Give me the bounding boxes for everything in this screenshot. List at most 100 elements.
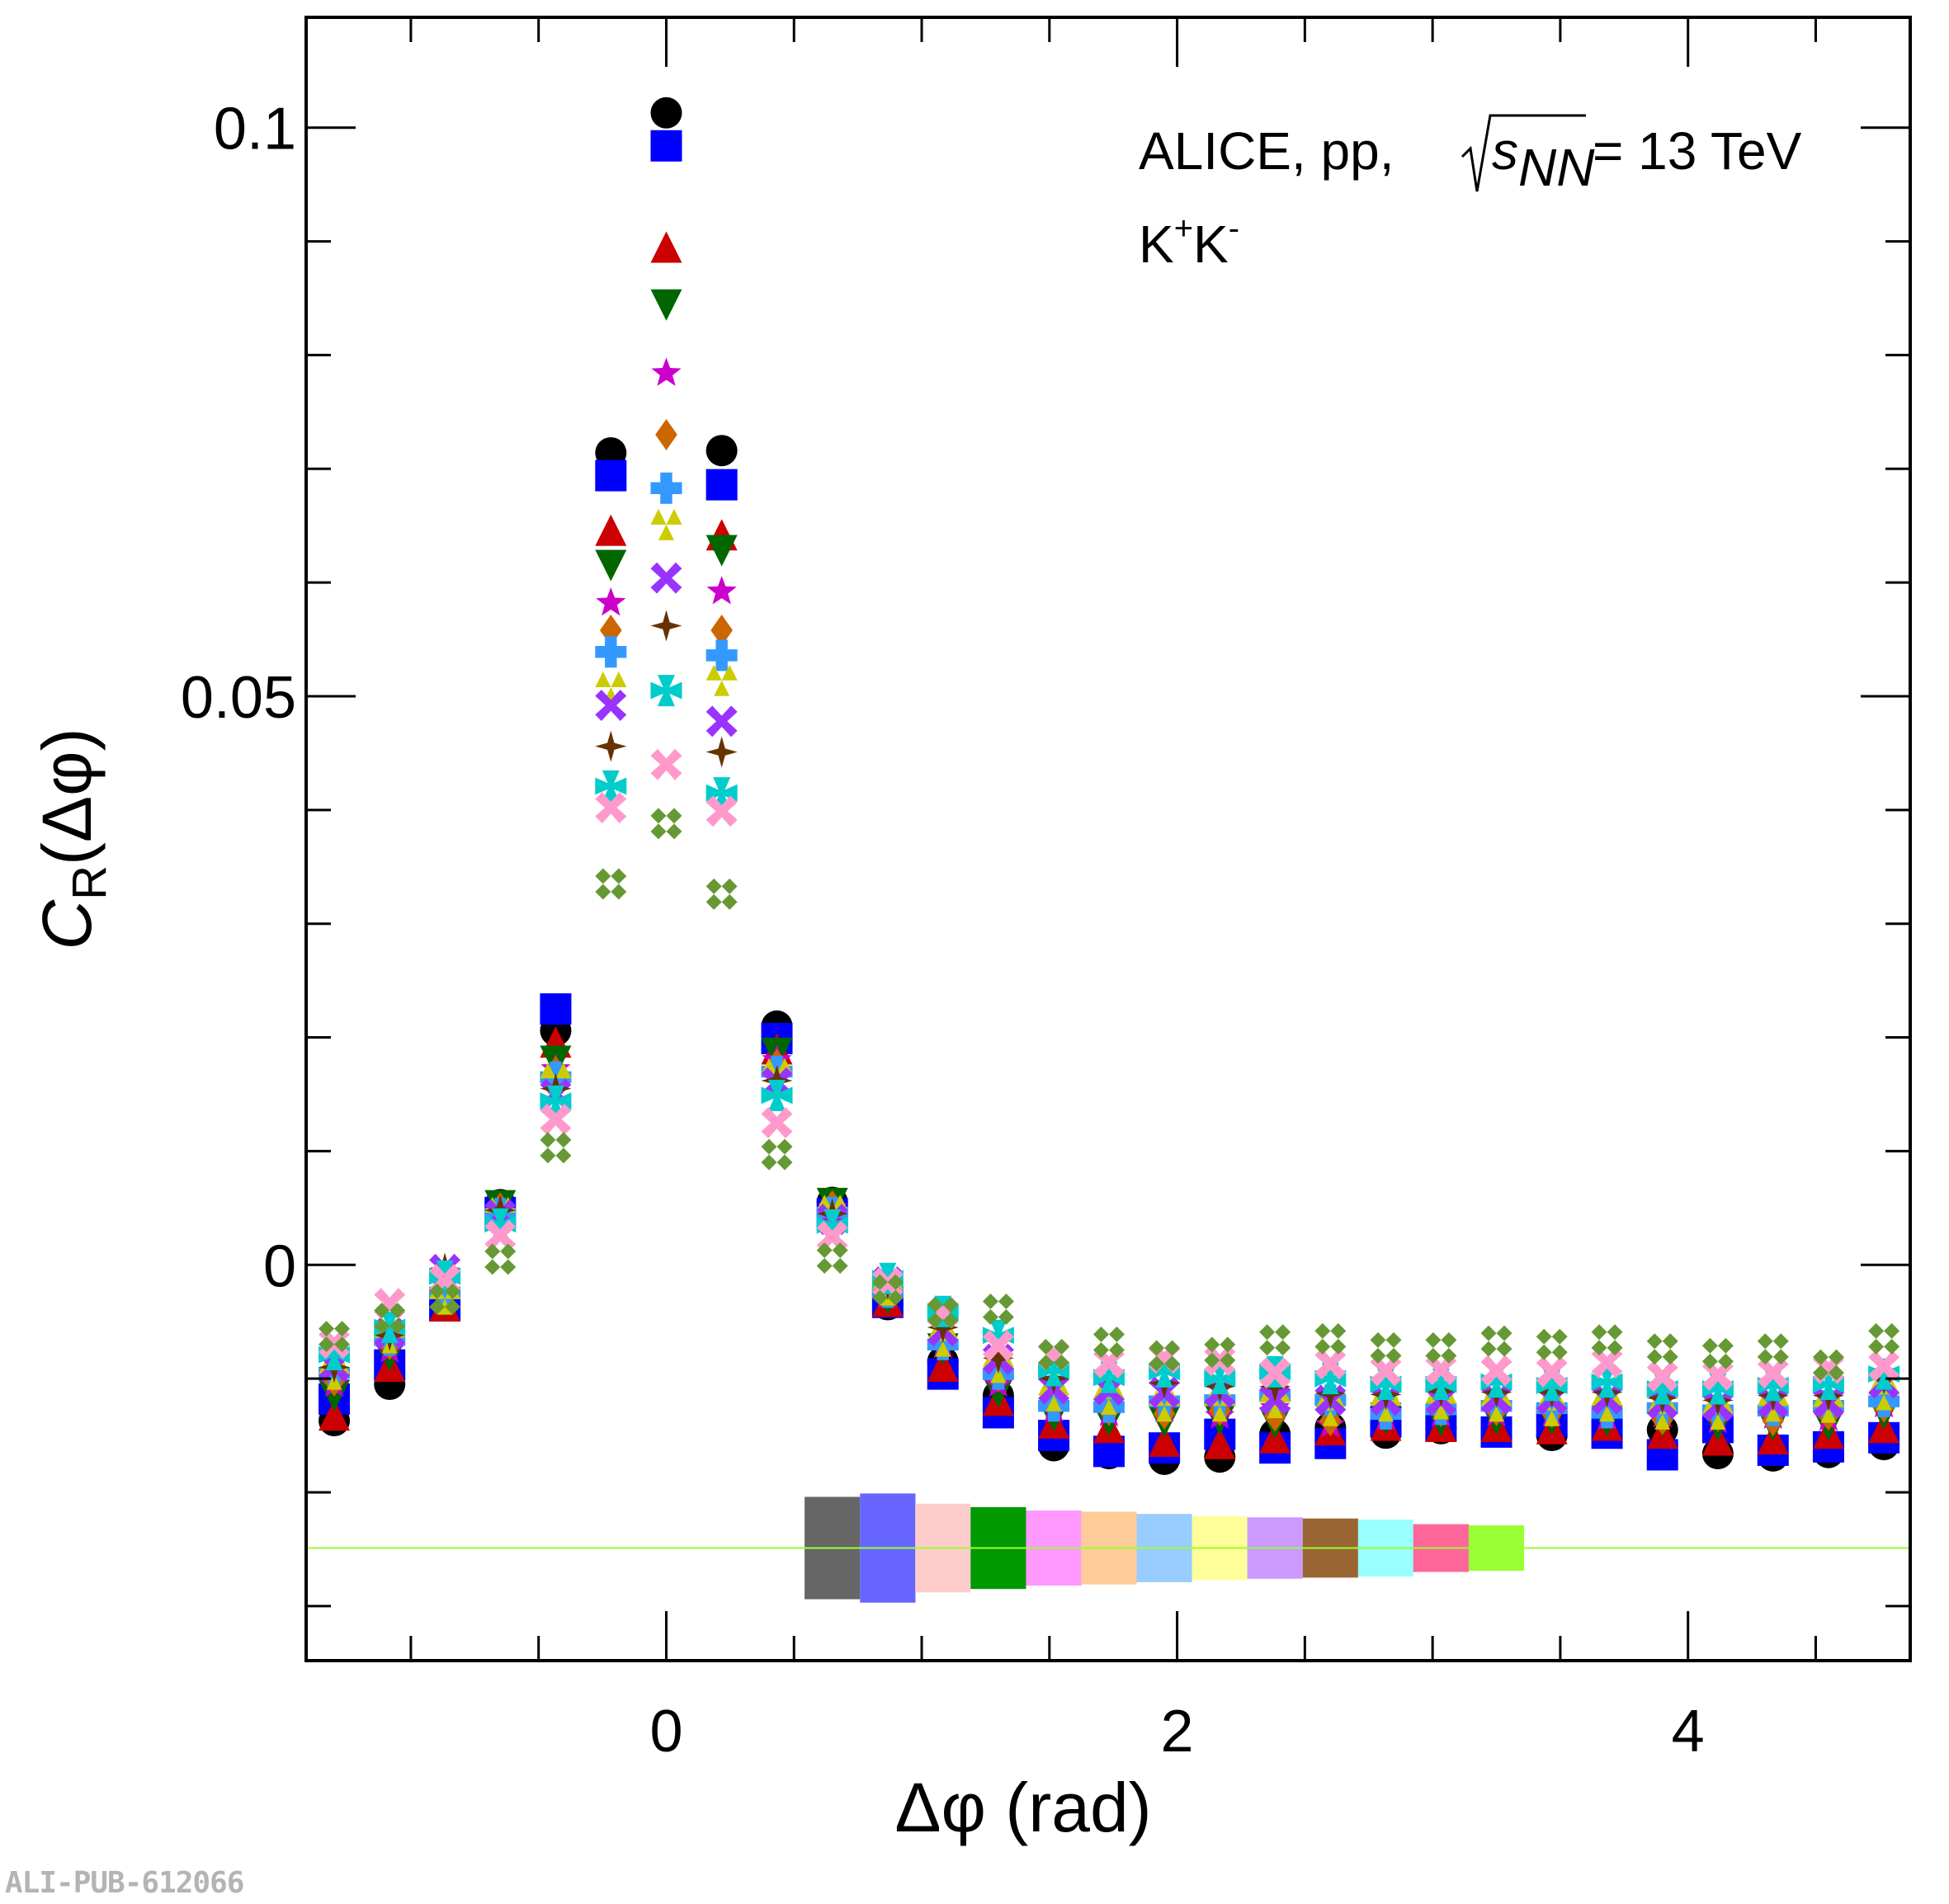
data-point-series-11 (540, 1085, 572, 1117)
marker-four-diamonds-part (816, 1242, 833, 1258)
marker-three-triangles-part (650, 508, 667, 525)
marker-four-diamonds-part (887, 1274, 904, 1290)
marker-four-diamonds-part (484, 1243, 501, 1260)
data-point-series-6 (599, 615, 622, 647)
data-point-series-11 (319, 1339, 351, 1371)
marker-four-diamonds-part (1425, 1331, 1442, 1348)
data-point-series-13 (429, 1283, 461, 1315)
marker-four-diamonds-part (871, 1274, 888, 1290)
marker-three-triangles-part (1267, 1402, 1283, 1419)
data-point-series-11 (484, 1208, 517, 1240)
marker-four-diamonds-part (1607, 1340, 1623, 1356)
data-point-series-5 (651, 357, 682, 386)
marker-three-triangles-part (555, 1063, 572, 1079)
data-point-series-2 (650, 130, 682, 162)
data-point-series-2 (595, 460, 627, 492)
marker-four-diamonds-part (500, 1243, 517, 1260)
series-series-4 (319, 289, 1900, 1441)
data-point-series-13 (927, 1297, 959, 1329)
marker-four-diamonds-part (1038, 1355, 1055, 1371)
marker-four-diamonds-part (1496, 1325, 1512, 1341)
marker-four-diamonds-part (887, 1289, 904, 1306)
svg-text:CR(Δφ): CR(Δφ) (28, 728, 116, 950)
y-axis-title-sub: R (63, 865, 116, 900)
pair-k1: K (1139, 214, 1174, 274)
marker-three-triangles-part (658, 524, 674, 540)
data-point-series-11 (816, 1209, 848, 1242)
y-axis-title: CR(Δφ) (28, 728, 116, 950)
marker-three-triangles-part (1489, 1406, 1505, 1422)
marker-four-diamonds-part (1330, 1338, 1347, 1355)
data-point-series-3 (650, 231, 682, 263)
data-point-series-12 (1868, 1350, 1900, 1382)
data-point-series-13 (540, 1132, 572, 1164)
marker-four-diamonds-part (998, 1294, 1014, 1310)
data-point-series-3 (319, 1399, 351, 1431)
marker-four-diamonds-part (1812, 1349, 1829, 1365)
x-tick-label: 0 (649, 1699, 682, 1765)
data-point-series-12 (1646, 1360, 1678, 1393)
marker-four-diamonds-part (1480, 1341, 1497, 1357)
data-point-series-11 (761, 1079, 793, 1111)
data-point-series-3 (1204, 1427, 1236, 1459)
marker-four-diamonds-part (776, 1138, 793, 1155)
marker-four-diamonds-part (540, 1148, 556, 1164)
marker-four-diamonds-part (1884, 1322, 1900, 1339)
series-series-9 (319, 562, 1900, 1422)
data-point-series-13 (982, 1294, 1014, 1326)
marker-four-diamonds-part (1259, 1340, 1276, 1356)
marker-three-triangles-part (1876, 1394, 1892, 1411)
marker-four-diamonds-part (1662, 1349, 1678, 1365)
marker-three-triangles-part (1322, 1410, 1338, 1426)
marker-four-diamonds-part (1812, 1364, 1829, 1381)
data-point-series-11 (1149, 1355, 1181, 1388)
marker-four-diamonds-part (1220, 1336, 1236, 1353)
data-point-series-11 (1757, 1369, 1789, 1402)
axis-ticks (306, 17, 1910, 1661)
data-point-series-5 (706, 576, 737, 605)
marker-four-diamonds-part (1092, 1342, 1109, 1359)
marker-three-triangles-part (1544, 1410, 1560, 1426)
marker-four-diamonds-part (389, 1318, 406, 1335)
pair-k2: K (1193, 214, 1229, 274)
data-point-series-3 (927, 1350, 959, 1382)
marker-four-diamonds-part (374, 1318, 390, 1335)
data-point-series-7 (706, 639, 738, 672)
marker-four-diamonds-part (1868, 1338, 1885, 1355)
marker-four-diamonds-part (927, 1313, 943, 1329)
data-point-series-11 (982, 1319, 1014, 1351)
annotation-sqrt-s: s (1492, 121, 1518, 181)
marker-four-diamonds-part (1370, 1331, 1386, 1348)
marker-four-diamonds-part (1828, 1349, 1844, 1365)
data-point-series-11 (1646, 1373, 1678, 1405)
marker-four-diamonds-part (1314, 1322, 1331, 1339)
marker-four-diamonds-part (1149, 1340, 1165, 1356)
marker-four-diamonds-part (927, 1297, 943, 1313)
series-series-6 (323, 418, 1895, 1437)
marker-three-triangles-part (1820, 1407, 1837, 1423)
data-point-series-12 (761, 1106, 793, 1138)
marker-four-diamonds-part (1275, 1340, 1291, 1356)
marker-four-diamonds-part (1536, 1328, 1552, 1345)
data-point-series-4 (706, 535, 738, 567)
data-point-series-13 (1149, 1340, 1181, 1372)
data-point-series-7 (595, 636, 627, 668)
marker-four-diamonds-part (334, 1336, 351, 1353)
marker-four-diamonds-part (555, 1148, 572, 1164)
data-point-series-12 (1480, 1355, 1512, 1387)
marker-three-triangles-part (721, 664, 738, 681)
marker-four-diamonds-part (429, 1298, 446, 1315)
data-point-series-1 (650, 97, 682, 129)
marker-four-diamonds-part (998, 1309, 1014, 1326)
marker-three-triangles-part (990, 1367, 1007, 1383)
data-point-series-6 (710, 615, 733, 647)
marker-four-diamonds-part (1220, 1352, 1236, 1369)
y-tick-label: 0 (263, 1233, 296, 1299)
data-point-series-8 (650, 508, 682, 540)
marker-four-diamonds-part (1038, 1339, 1055, 1355)
data-point-series-10 (927, 1312, 959, 1344)
data-point-series-10 (982, 1342, 1014, 1374)
data-point-series-11 (1536, 1369, 1568, 1402)
series-series-2 (319, 130, 1900, 1471)
